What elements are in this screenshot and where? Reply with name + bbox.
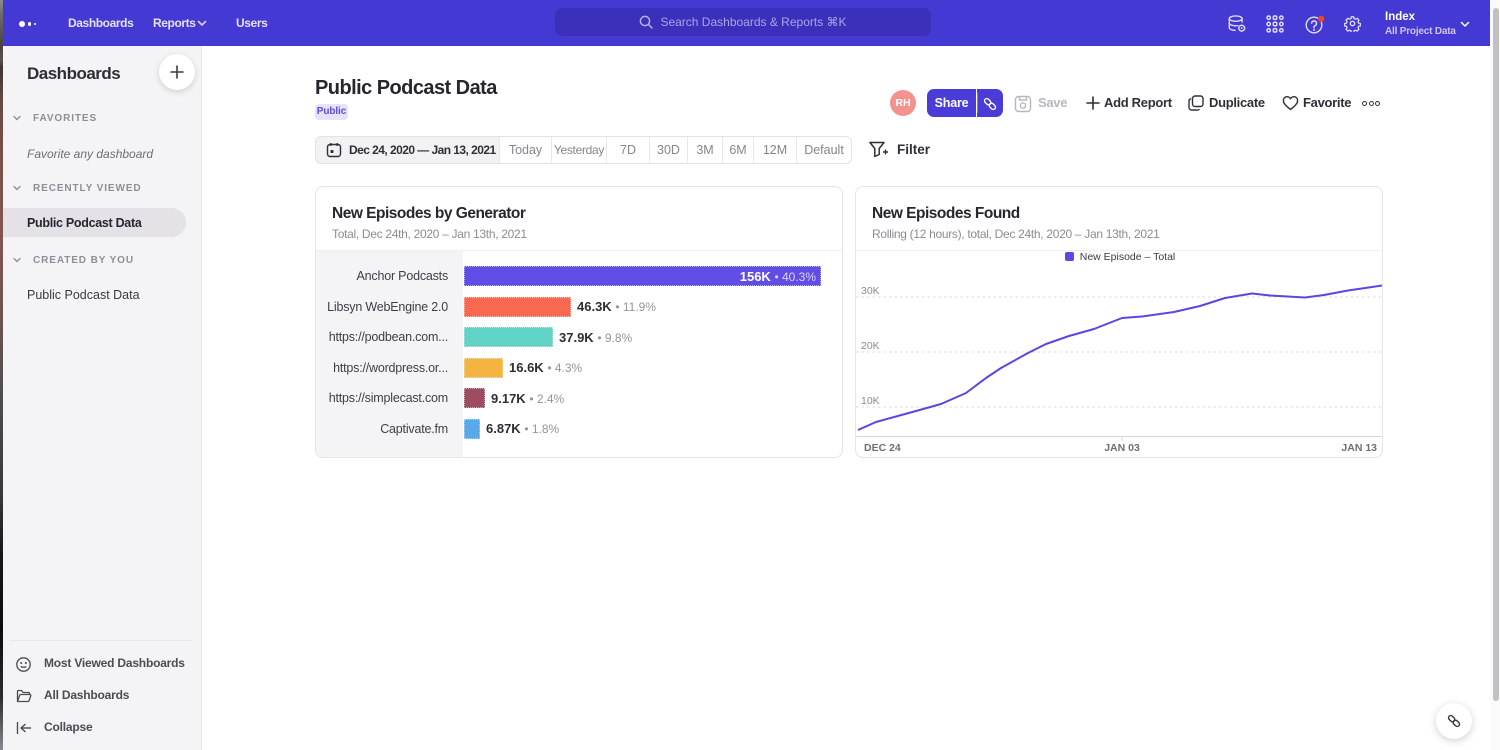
svg-text:JAN 03: JAN 03 <box>1104 442 1140 454</box>
svg-text:30K: 30K <box>861 285 880 297</box>
svg-text:DEC 24: DEC 24 <box>864 442 901 454</box>
svg-text:20K: 20K <box>861 340 880 352</box>
svg-text:JAN 13: JAN 13 <box>1341 442 1377 454</box>
svg-text:10K: 10K <box>861 395 880 407</box>
